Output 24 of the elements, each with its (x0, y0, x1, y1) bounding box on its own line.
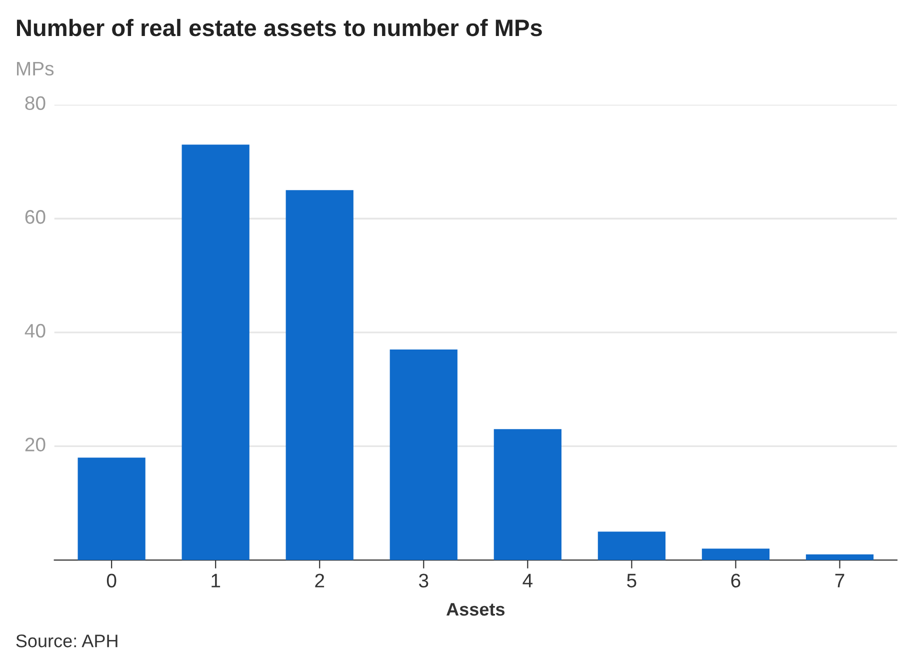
chart-title: Number of real estate assets to number of MPs (16, 18, 542, 36)
bar (598, 532, 666, 560)
x-tick-label: 5 (627, 574, 636, 588)
y-axis-title: MPs (16, 62, 54, 76)
y-tick-label: 40 (24, 324, 46, 338)
y-tick-label: 20 (25, 438, 46, 452)
x-tick-label: 0 (106, 574, 116, 588)
x-axis-title: Assets (446, 603, 505, 616)
bar (494, 429, 562, 560)
y-tick-label: 80 (25, 96, 46, 110)
x-tick-label: 2 (315, 574, 324, 588)
x-tick-label: 3 (418, 574, 428, 588)
bar (702, 548, 770, 560)
x-tick-label: 4 (522, 574, 532, 588)
bar (182, 144, 250, 560)
bar (78, 458, 146, 560)
x-tick-label: 1 (212, 574, 220, 588)
bar (390, 349, 458, 560)
y-tick-label: 60 (25, 210, 46, 224)
x-tick-label: 7 (835, 574, 844, 588)
x-tick-label: 6 (731, 574, 740, 588)
source-note: Source: APH (16, 634, 118, 648)
bar (286, 190, 354, 560)
bar (806, 554, 874, 560)
